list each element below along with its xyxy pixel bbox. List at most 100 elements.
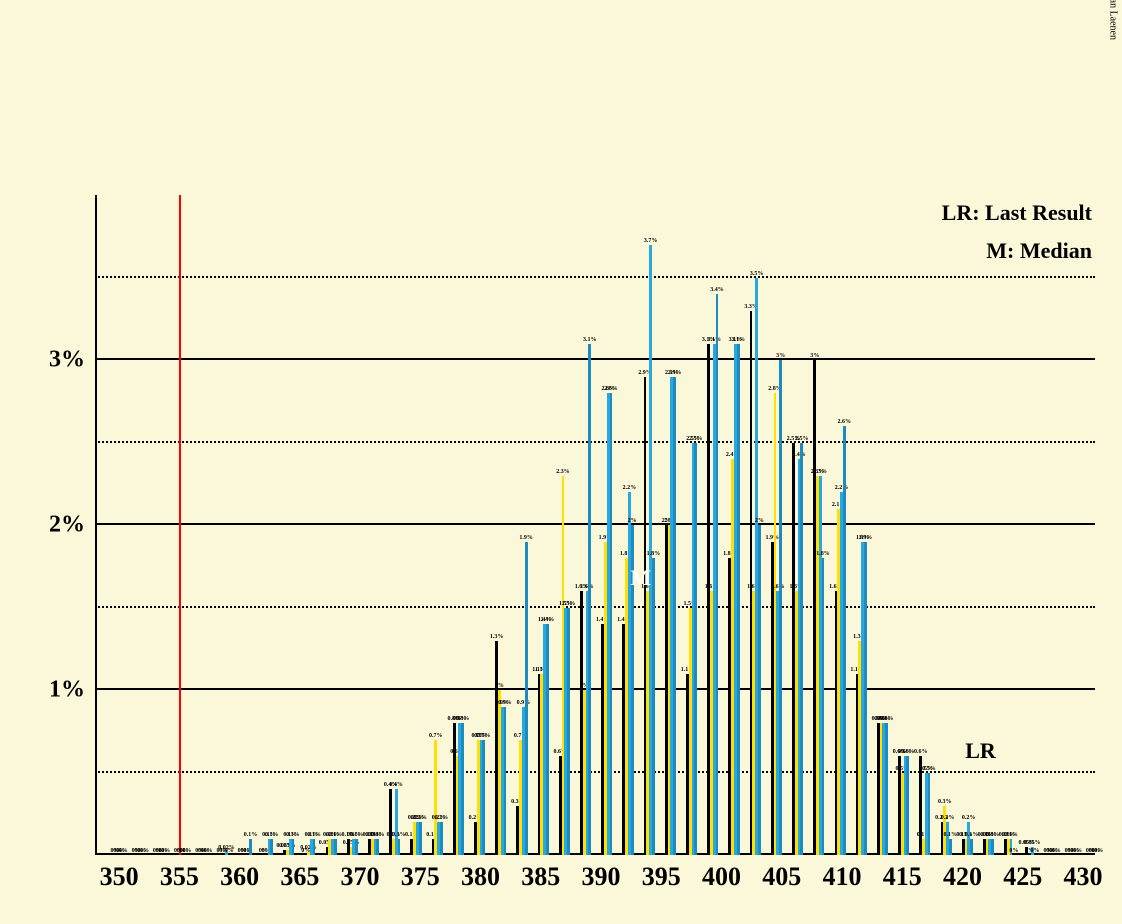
bar-value-label: 3.7% — [644, 238, 658, 244]
bar — [376, 839, 379, 856]
x-tick-label: 375 — [401, 862, 440, 892]
bar-value-label: 0.4% — [389, 782, 403, 788]
bar-value-label: 0.2% — [413, 815, 427, 821]
bar-value-label: 2.3% — [813, 469, 827, 475]
x-tick-label: 380 — [461, 862, 500, 892]
x-tick-label: 365 — [280, 862, 319, 892]
bar-value-label: 0.1% — [986, 832, 1000, 838]
bar-value-label: 1.8% — [816, 551, 830, 557]
bar-value-label: 0.1% — [244, 832, 258, 838]
bar — [461, 723, 464, 855]
x-tick-label: 385 — [521, 862, 560, 892]
bar-value-label: 0.1% — [350, 832, 364, 838]
bar-value-label: 0% — [119, 848, 128, 854]
bar — [991, 839, 994, 856]
bar-value-label: 1.6% — [771, 584, 785, 590]
bar-value-label: 3.4% — [710, 287, 724, 293]
bar-value-label: 1.3% — [490, 634, 504, 640]
bar — [694, 443, 697, 856]
bar — [928, 773, 931, 856]
bar-value-label: 0.7% — [477, 733, 491, 739]
bar-value-label: 3% — [776, 353, 785, 359]
bar — [419, 822, 422, 855]
bar-value-label: 0.1% — [1004, 832, 1018, 838]
bar-value-label: 0.2% — [435, 815, 449, 821]
bar — [398, 839, 401, 856]
bars-layer: 0%0%0%0%0%0%0%0%0%0%0%0%0%0%0%0%0%0%0%0%… — [95, 195, 1095, 855]
x-tick-label: 370 — [341, 862, 380, 892]
bar-value-label: 2.2% — [835, 485, 849, 491]
bar-value-label: 2.2% — [623, 485, 637, 491]
bar-value-label: 0.9% — [517, 700, 531, 706]
bar-value-label: 2.3% — [556, 469, 570, 475]
copyright-text: © 2021 Filip van Laenen — [1107, 0, 1118, 40]
bar-value-label: 0.1% — [392, 832, 406, 838]
bar-value-label: 0.2% — [941, 815, 955, 821]
bar-value-label: 2.8% — [604, 386, 618, 392]
bar — [758, 525, 761, 855]
bar — [610, 393, 613, 855]
bar-value-label: 3.1% — [583, 337, 597, 343]
bar-value-label: 0.5% — [922, 766, 936, 772]
bar-value-label: 0.1% — [265, 832, 279, 838]
bar — [779, 360, 782, 855]
y-tick-label: 1% — [49, 677, 85, 704]
bar — [249, 839, 252, 856]
bar-value-label: 1.8% — [647, 551, 661, 557]
bar-value-label: 0.6% — [901, 749, 915, 755]
bar — [949, 839, 952, 856]
bar — [334, 839, 337, 856]
bar-value-label: 2% — [628, 518, 637, 524]
bar — [567, 608, 570, 856]
bar-value-label: 3% — [810, 353, 819, 359]
bar — [822, 558, 825, 855]
bar-value-label: 0% — [1052, 848, 1061, 854]
annotation-m: M — [630, 565, 651, 591]
bar-value-label: 0% — [204, 848, 213, 854]
bar-value-label: 0% — [1073, 848, 1082, 854]
bar-value-label: 2% — [755, 518, 764, 524]
x-tick-label: 415 — [883, 862, 922, 892]
x-tick-label: 430 — [1063, 862, 1102, 892]
bar-value-label: 0% — [140, 848, 149, 854]
bar — [270, 839, 273, 856]
plot-area: 1%2%3%0%0%0%0%0%0%0%0%0%0%0%0%0%0%0%0%0%… — [95, 195, 1095, 855]
bar-value-label: 0.1% — [965, 832, 979, 838]
x-tick-label: 390 — [582, 862, 621, 892]
bar — [546, 624, 549, 855]
bar-value-label: 0.1% — [307, 832, 321, 838]
y-tick-label: 2% — [49, 512, 85, 539]
bar — [970, 839, 973, 856]
x-tick-label: 425 — [1003, 862, 1042, 892]
bar-value-label: 1.6% — [580, 584, 594, 590]
bar-value-label: 1.4% — [541, 617, 555, 623]
bar — [482, 740, 485, 856]
bar-value-label: 0.1% — [286, 832, 300, 838]
bar — [716, 294, 719, 855]
x-tick-label: 350 — [100, 862, 139, 892]
bar-value-label: 0% — [161, 848, 170, 854]
bar-value-label: 2.5% — [795, 436, 809, 442]
bar-value-label: 3.1% — [707, 337, 721, 343]
x-tick-label: 395 — [642, 862, 681, 892]
bar-value-label: 0.1% — [371, 832, 385, 838]
bar-value-label: 0.9% — [498, 700, 512, 706]
x-tick-label: 355 — [160, 862, 199, 892]
bar — [885, 723, 888, 855]
bar-value-label: 0.05% — [1024, 840, 1041, 846]
bar-value-label: 1.9% — [859, 535, 873, 541]
bar-value-label: 1% — [495, 683, 504, 689]
bar-value-label: 0.6% — [914, 749, 928, 755]
bar-value-label: 3.5% — [750, 271, 764, 277]
bar-value-label: 0.1% — [329, 832, 343, 838]
bar — [292, 839, 295, 856]
x-tick-label: 410 — [822, 862, 861, 892]
x-tick-label: 360 — [220, 862, 259, 892]
y-tick-label: 3% — [49, 347, 85, 374]
bar-value-label: 0% — [225, 848, 234, 854]
bar — [588, 344, 591, 856]
bar — [440, 822, 443, 855]
bar-value-label: 2.6% — [837, 419, 851, 425]
bar-value-label: 0% — [1009, 848, 1018, 854]
bar-value-label: 0% — [1094, 848, 1103, 854]
